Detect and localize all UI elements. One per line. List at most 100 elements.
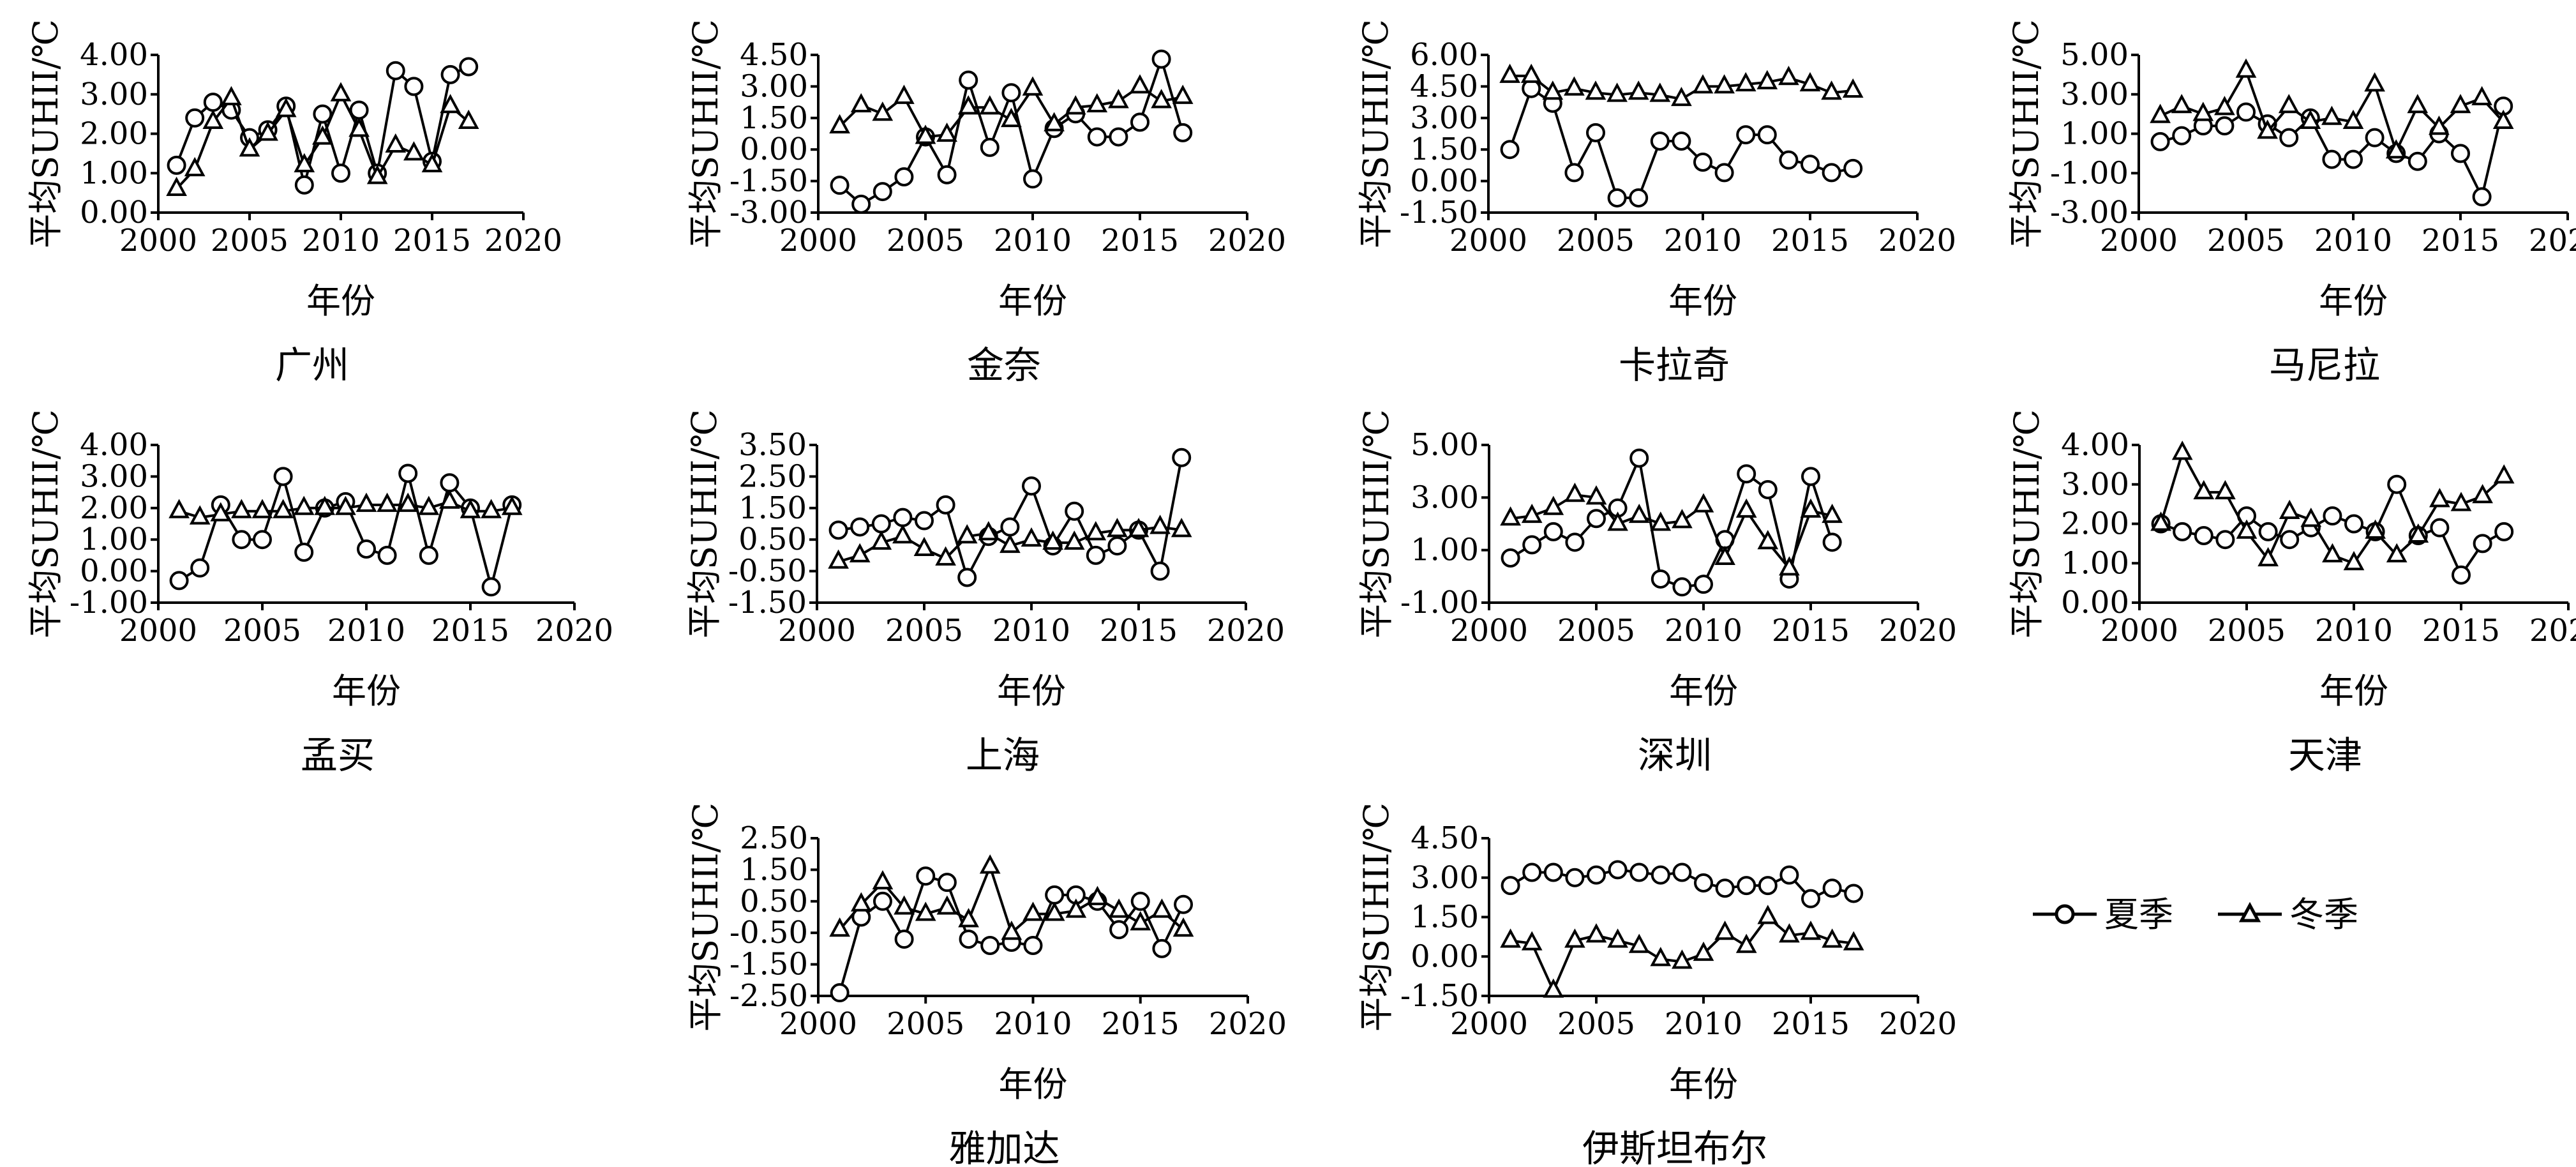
data-point-triangle [1650, 947, 1672, 967]
y-tick-label: 0.00 [2061, 585, 2129, 621]
data-point-circle [915, 511, 934, 531]
data-point-triangle [1044, 901, 1065, 921]
data-point-triangle [403, 141, 424, 161]
data-point-triangle [231, 499, 252, 518]
x-tick-label: 2020 [484, 223, 562, 259]
data-point-triangle [1087, 885, 1108, 905]
y-tick-label: 4.00 [2061, 427, 2129, 463]
data-point-circle [2279, 128, 2299, 147]
x-tick-label: 2020 [1879, 1006, 1957, 1042]
data-point-circle [1565, 868, 1585, 887]
data-point-triangle [2171, 440, 2193, 460]
data-point-triangle [1543, 495, 1564, 515]
x-axis-title: 年份 [332, 671, 401, 711]
y-axis-title: 平均SUHII/℃ [2007, 409, 2047, 638]
x-axis-title: 年份 [2319, 671, 2388, 711]
chart-caption: 孟买 [301, 734, 375, 777]
y-tick-label: -0.50 [728, 553, 807, 589]
y-tick-label: 3.00 [80, 458, 148, 494]
series-line [839, 57, 1185, 206]
data-point-circle [1779, 865, 1799, 885]
y-tick-label: -1.50 [730, 947, 808, 983]
x-tick-label: 2015 [431, 613, 509, 649]
data-point-circle [1522, 535, 1542, 555]
data-point-triangle [1001, 107, 1022, 128]
data-point-triangle [936, 895, 958, 915]
data-point-circle [294, 542, 314, 562]
data-point-circle [1608, 860, 1628, 880]
data-point-circle [830, 176, 850, 195]
x-axis-title: 年份 [998, 281, 1067, 321]
data-point-triangle [1714, 545, 1735, 566]
data-point-triangle [1108, 898, 1130, 918]
y-tick-label: 4.00 [80, 427, 148, 463]
data-point-circle [2173, 522, 2192, 541]
data-point-circle [1107, 536, 1127, 556]
x-axis-title: 年份 [1669, 1064, 1738, 1104]
data-point-circle [1172, 448, 1192, 467]
data-point-circle [937, 165, 957, 184]
y-tick-label: 1.50 [738, 490, 807, 526]
x-tick-label: 2010 [1664, 223, 1742, 259]
data-point-circle [2215, 116, 2235, 136]
y-tick-label: -3.00 [2050, 195, 2129, 230]
y-tick-label: 4.50 [740, 37, 808, 73]
y-tick-label: -1.50 [728, 585, 807, 621]
data-point-triangle [335, 495, 356, 515]
x-tick-label: 2000 [779, 1006, 857, 1042]
data-point-circle [377, 545, 397, 565]
y-tick-label: 1.00 [1411, 532, 1479, 568]
data-point-circle [1844, 884, 1864, 903]
data-point-triangle [210, 502, 232, 522]
x-tick-label: 2005 [211, 223, 288, 259]
data-point-triangle [1628, 80, 1649, 100]
legend-winter-label: 冬季 [2289, 894, 2358, 935]
data-point-triangle [2300, 109, 2321, 129]
data-point-triangle [1607, 511, 1628, 531]
data-point-triangle [1108, 89, 1129, 109]
data-point-triangle [1521, 931, 1543, 951]
data-point-triangle [1628, 933, 1650, 953]
y-tick-label: 4.50 [1410, 68, 1478, 104]
data-point-triangle [2365, 519, 2386, 539]
data-point-circle [1822, 532, 1842, 552]
data-point-circle [1822, 163, 1841, 183]
data-point-triangle [1500, 928, 1521, 948]
data-point-triangle [366, 165, 388, 184]
x-tick-label: 2020 [2529, 613, 2576, 649]
data-point-triangle [915, 124, 936, 144]
y-tick-label: 2.00 [80, 490, 148, 526]
data-point-triangle [957, 95, 979, 115]
data-point-triangle [1714, 921, 1735, 940]
y-tick-label: 0.00 [80, 553, 148, 589]
data-point-circle [894, 930, 914, 949]
data-point-circle [1736, 125, 1756, 145]
data-point-triangle [1107, 518, 1128, 538]
x-tick-label: 2000 [119, 223, 197, 259]
data-point-triangle [1779, 923, 1800, 943]
data-point-triangle [1650, 511, 1672, 531]
y-axis-title: 平均SUHII/℃ [1356, 802, 1397, 1032]
y-tick-label: 4.50 [1411, 820, 1479, 856]
data-point-circle [2387, 474, 2407, 494]
data-point-triangle [273, 499, 294, 518]
chart-caption: 金奈 [967, 343, 1041, 387]
data-point-triangle [1756, 70, 1778, 89]
data-point-circle [1151, 49, 1171, 69]
x-tick-label: 2010 [994, 1006, 1072, 1042]
y-axis-title: 平均SUHII/℃ [1356, 19, 1396, 248]
data-point-circle [2473, 534, 2492, 553]
data-point-circle [980, 137, 1000, 157]
data-point-triangle [915, 901, 936, 921]
data-point-circle [1801, 467, 1820, 486]
data-point-triangle [1672, 949, 1693, 969]
data-point-triangle [1672, 509, 1693, 529]
x-tick-label: 2010 [2314, 223, 2392, 259]
data-point-triangle [1520, 63, 1542, 83]
x-tick-label: 2015 [1772, 613, 1850, 649]
data-point-triangle [251, 499, 273, 518]
